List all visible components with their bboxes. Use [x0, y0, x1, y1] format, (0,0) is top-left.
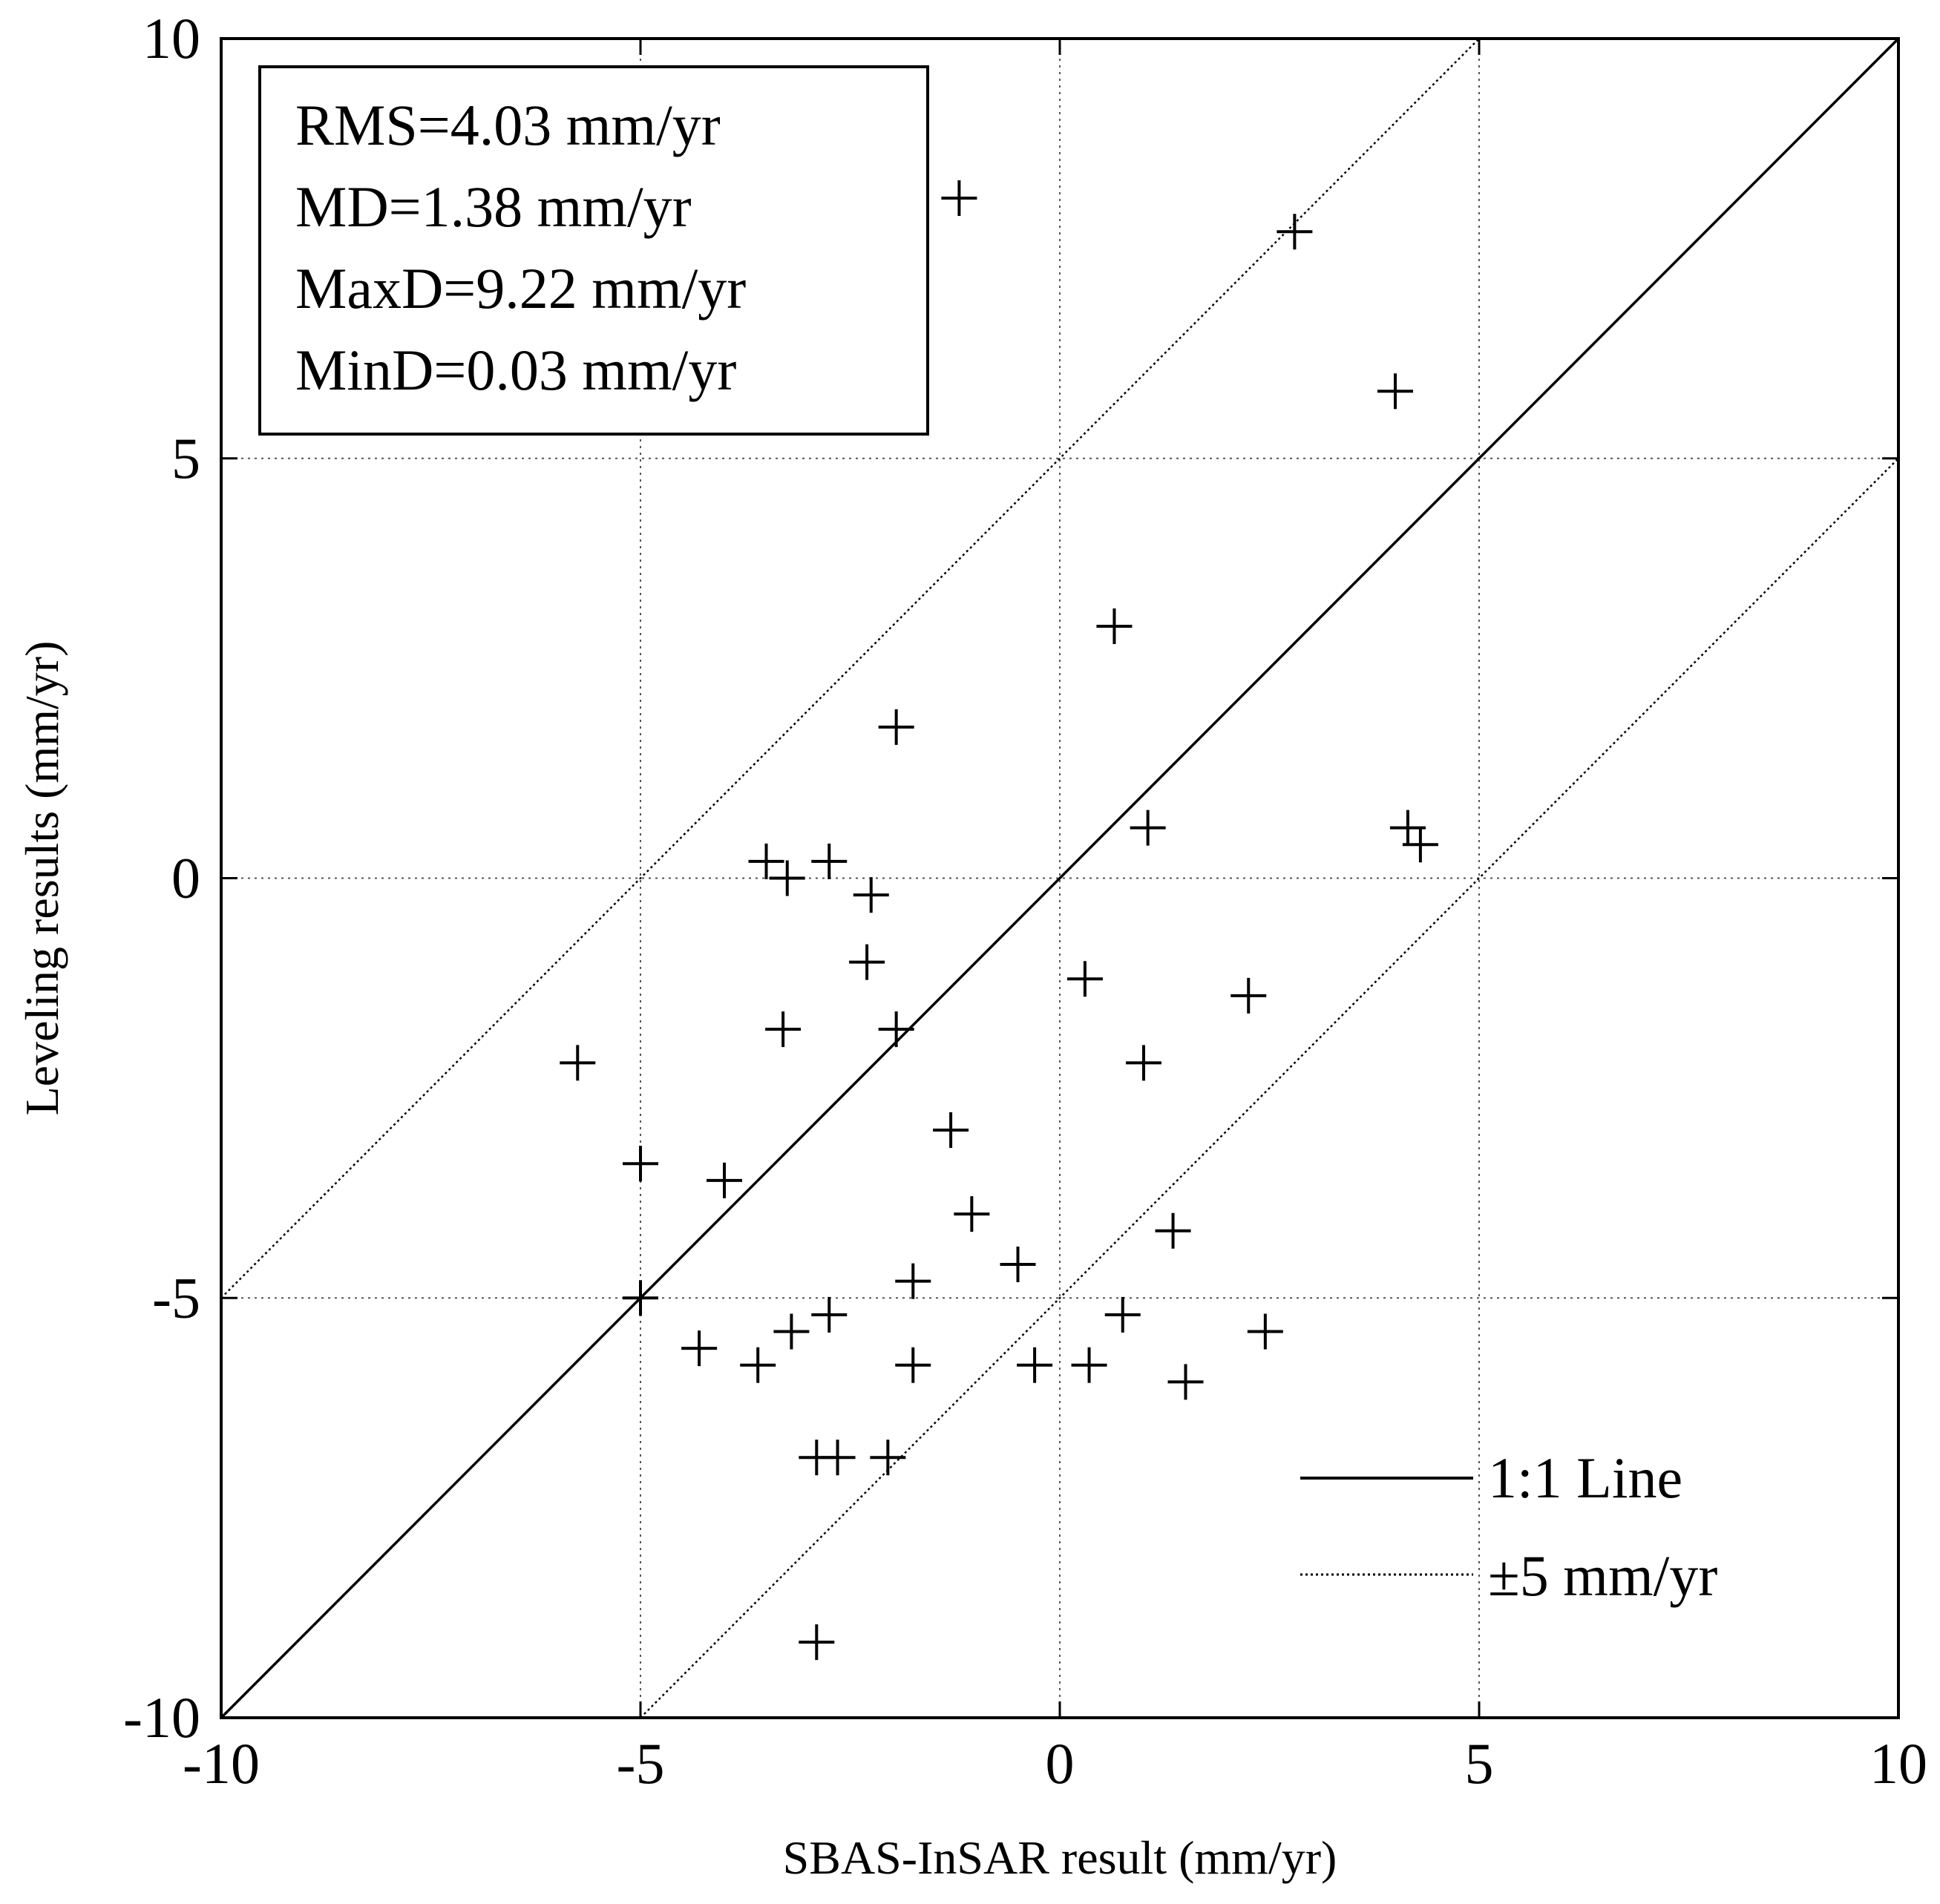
data-point	[1167, 1364, 1204, 1400]
data-point	[1066, 961, 1103, 997]
stat-md: MD=1.38 mm/yr	[295, 174, 692, 239]
data-point	[878, 709, 914, 745]
data-point	[933, 1112, 969, 1148]
data-points	[560, 180, 1438, 1661]
data-point	[895, 1263, 931, 1299]
data-point	[623, 1280, 658, 1316]
stat-mind: MinD=0.03 mm/yr	[295, 338, 736, 402]
one-to-one-line	[220, 37, 1900, 1719]
legend: 1:1 Line ±5 mm/yr	[1300, 1445, 1717, 1608]
data-point	[765, 1011, 802, 1048]
x-tick-label: -10	[183, 1731, 260, 1796]
data-point	[853, 877, 889, 913]
data-point	[849, 944, 885, 980]
data-point	[1130, 810, 1166, 846]
data-point	[681, 1330, 718, 1367]
x-tick-label: -5	[617, 1731, 665, 1796]
data-point	[1000, 1246, 1036, 1282]
data-point	[895, 1347, 931, 1383]
stats-box-frame	[258, 65, 929, 436]
data-point	[811, 843, 848, 879]
data-point	[1230, 977, 1267, 1014]
reference-lines	[220, 37, 1900, 1719]
x-tick-label: 0	[1046, 1731, 1075, 1796]
data-point	[560, 1045, 596, 1081]
data-point	[878, 1011, 914, 1048]
y-axis-label: Leveling results (mm/yr)	[16, 641, 68, 1116]
x-tick-label: 5	[1465, 1731, 1494, 1796]
data-point	[748, 843, 784, 879]
data-point	[819, 1440, 856, 1476]
data-point	[1071, 1347, 1107, 1383]
data-point	[811, 1296, 848, 1333]
plus-5-line	[220, 38, 1480, 1299]
x-tick-labels: -10 -5 0 5 10	[183, 1731, 1927, 1796]
legend-label-1to1: 1:1 Line	[1488, 1445, 1682, 1510]
axis-ticks	[220, 37, 1900, 1719]
data-point	[1277, 214, 1313, 250]
y-tick-label: -10	[123, 1685, 200, 1750]
data-point	[954, 1196, 990, 1232]
data-point	[707, 1162, 742, 1198]
data-point	[799, 1624, 835, 1661]
grid-lines	[221, 39, 1898, 1718]
data-point	[941, 180, 977, 216]
data-point	[1017, 1347, 1053, 1383]
data-point	[740, 1347, 776, 1383]
data-point	[1096, 608, 1133, 645]
legend-label-pm5: ±5 mm/yr	[1488, 1543, 1717, 1608]
y-tick-label: 10	[142, 6, 200, 70]
y-tick-labels: -10 -5 0 5 10	[123, 6, 200, 1750]
data-point	[773, 1313, 810, 1350]
data-point	[1126, 1045, 1161, 1081]
data-point	[623, 1146, 658, 1182]
stats-box: RMS=4.03 mm/yr MD=1.38 mm/yr MaxD=9.22 m…	[258, 65, 929, 436]
x-axis-label: SBAS-InSAR result (mm/yr)	[783, 1831, 1337, 1884]
data-point	[1155, 1212, 1191, 1249]
y-tick-label: 0	[171, 846, 200, 910]
data-point	[1247, 1313, 1283, 1350]
x-tick-label: 10	[1869, 1731, 1927, 1796]
stat-maxd: MaxD=9.22 mm/yr	[295, 256, 746, 321]
data-point	[1402, 827, 1438, 863]
y-tick-label: 5	[171, 426, 200, 490]
y-tick-label: -5	[152, 1265, 200, 1330]
data-point	[1104, 1296, 1141, 1333]
minus-5-line	[640, 457, 1899, 1718]
data-point	[870, 1440, 906, 1476]
data-point	[1377, 373, 1413, 410]
stat-rms: RMS=4.03 mm/yr	[295, 93, 721, 157]
data-point	[769, 860, 805, 896]
